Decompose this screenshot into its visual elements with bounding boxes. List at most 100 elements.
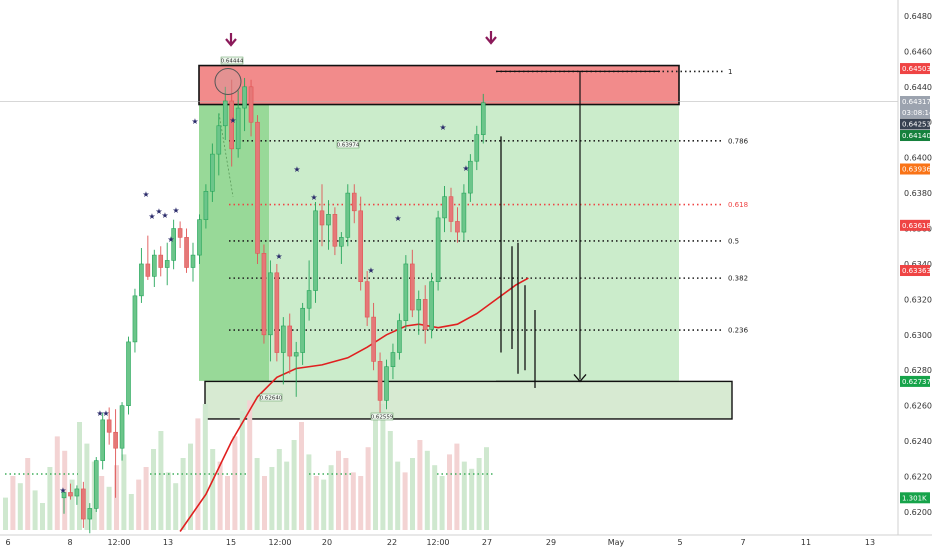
candle-body bbox=[280, 325, 286, 353]
x-tick-label: 8 bbox=[67, 538, 72, 547]
volume-bar bbox=[210, 449, 216, 530]
price-tag bbox=[900, 63, 930, 75]
volume-bar bbox=[114, 465, 119, 530]
volume-bar bbox=[373, 414, 378, 530]
candle-body bbox=[319, 210, 325, 226]
top-marker-circle bbox=[214, 67, 242, 95]
volume-bar bbox=[232, 436, 238, 530]
candle-body bbox=[364, 281, 370, 318]
volume-bar bbox=[99, 476, 105, 530]
signal-star-icon: ★ bbox=[310, 193, 317, 202]
candle-body bbox=[87, 508, 93, 520]
volume-bar bbox=[247, 400, 253, 530]
price-tag bbox=[900, 163, 930, 175]
candle-body bbox=[293, 352, 299, 357]
fib-label: 0.786 bbox=[728, 137, 749, 145]
candle-body bbox=[448, 196, 454, 222]
candle-body bbox=[306, 290, 312, 309]
candle-body bbox=[480, 102, 486, 135]
volume-bar bbox=[10, 476, 16, 530]
signal-star-icon: ★ bbox=[142, 190, 149, 199]
volume-bar bbox=[54, 436, 60, 530]
candle-body bbox=[274, 272, 280, 353]
volume-bar bbox=[254, 458, 260, 530]
price-tag-label: 0.62737 bbox=[902, 378, 931, 386]
price-tag bbox=[900, 492, 930, 504]
candle-body bbox=[242, 86, 247, 109]
price-tag-label: 0.63363 bbox=[902, 267, 931, 275]
candle-body bbox=[106, 419, 112, 433]
candle-body bbox=[358, 210, 364, 282]
volume-bar bbox=[225, 476, 230, 530]
fib-label: 0.5 bbox=[728, 237, 739, 245]
candle-body bbox=[332, 214, 338, 247]
candle-body bbox=[229, 100, 234, 150]
candle-body bbox=[429, 281, 434, 330]
candle-body bbox=[422, 299, 428, 330]
candle-body bbox=[145, 263, 151, 277]
signal-star-icon: ★ bbox=[167, 235, 174, 244]
fib-label: 0.236 bbox=[728, 327, 749, 335]
price-tag-label: 0.63936 bbox=[902, 166, 931, 174]
volume-bar bbox=[239, 411, 245, 530]
x-tick-label: 27 bbox=[482, 538, 492, 547]
candle-body bbox=[164, 260, 170, 268]
candle-body bbox=[468, 160, 473, 194]
annotation-label: 0.63974 bbox=[337, 143, 360, 149]
candle-body bbox=[339, 237, 344, 247]
x-tick-label: 12:00 bbox=[268, 538, 291, 547]
volume-bar bbox=[358, 476, 364, 530]
candle-body bbox=[435, 217, 441, 282]
moving-average-line bbox=[179, 277, 529, 532]
candle-body bbox=[152, 254, 157, 277]
price-tag-label: 0.64503 bbox=[902, 65, 931, 73]
candle-body bbox=[474, 134, 480, 162]
candle-body bbox=[455, 221, 460, 233]
volume-bar bbox=[365, 447, 371, 530]
candle-body bbox=[268, 272, 273, 336]
candle-body bbox=[300, 307, 305, 353]
candle-body bbox=[461, 192, 467, 233]
volume-bar bbox=[350, 472, 356, 530]
signal-star-icon: ★ bbox=[155, 207, 162, 216]
resistance-zone bbox=[198, 64, 680, 106]
volume-bar bbox=[62, 450, 68, 530]
candle-body bbox=[68, 492, 73, 497]
volume-bar bbox=[106, 486, 112, 530]
volume-bar bbox=[299, 422, 304, 530]
signal-star-icon: ★ bbox=[102, 409, 109, 418]
x-tick-label: 15 bbox=[226, 538, 236, 547]
signal-star-icon: ★ bbox=[394, 214, 401, 223]
volume-bar bbox=[217, 461, 223, 530]
volume-bar bbox=[328, 465, 334, 530]
volume-bar bbox=[17, 483, 23, 530]
signal-star-icon: ★ bbox=[148, 212, 155, 221]
signal-star-icon: ★ bbox=[59, 486, 66, 495]
x-tick-label: 22 bbox=[387, 538, 397, 547]
signal-star-icon: ★ bbox=[367, 266, 374, 275]
down-arrow-icon bbox=[225, 38, 237, 47]
candle-body bbox=[93, 460, 99, 509]
candle-body bbox=[119, 405, 125, 449]
fib-label: 1 bbox=[728, 68, 732, 76]
signal-star-icon: ★ bbox=[191, 117, 198, 126]
volume-bar bbox=[165, 472, 171, 530]
volume-bar bbox=[380, 404, 386, 530]
volume-bar bbox=[3, 497, 8, 530]
price-tag-label: 0.63618 bbox=[902, 222, 931, 230]
candle-body bbox=[377, 361, 383, 401]
candle-body bbox=[345, 192, 351, 238]
candle-body bbox=[351, 192, 357, 212]
volume-bar bbox=[269, 467, 275, 530]
volume-bar bbox=[32, 490, 38, 530]
